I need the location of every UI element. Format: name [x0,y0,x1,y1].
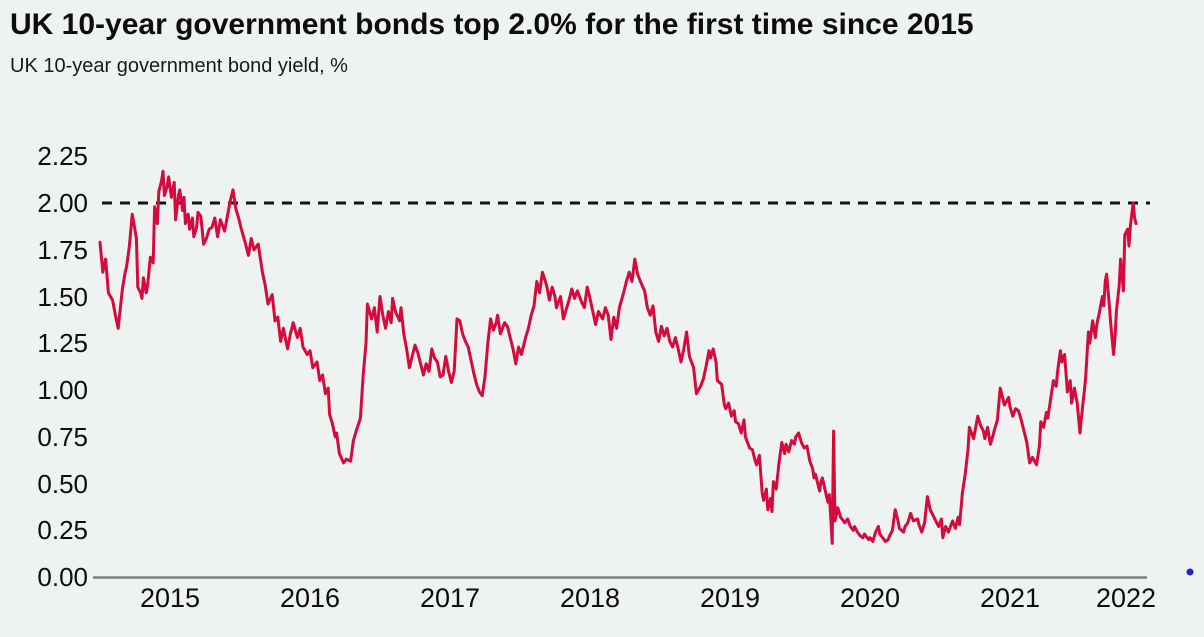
x-axis-label: 2021 [979,583,1041,613]
y-axis-label: 0.00 [37,562,88,592]
y-axis-label: 0.75 [37,421,88,452]
x-axis-label: 2018 [559,583,621,613]
y-axis-label: 1.75 [37,234,88,265]
x-axis-label: 2015 [139,583,201,613]
y-axis-label: 0.50 [37,468,88,499]
blue-dot-mark [1186,568,1194,576]
x-axis-label: 2020 [839,583,901,613]
chart-subtitle: UK 10-year government bond yield, % [10,55,348,77]
x-axis-label: 2022 [1095,583,1157,613]
y-axis-label: 0.25 [37,515,88,546]
x-axis-label: 2017 [419,583,481,613]
chart-title: UK 10-year government bonds top 2.0% for… [10,8,974,41]
yield-line-series [98,169,1138,545]
y-axis-label: 1.50 [37,281,88,312]
y-axis-label: 2.25 [37,141,88,172]
y-axis-label: 1.00 [37,375,88,405]
x-axis-label: 2019 [699,583,761,613]
x-axis-label: 2016 [279,583,341,613]
y-axis-label: 1.25 [37,328,88,359]
y-axis-label: 2.00 [37,188,88,218]
